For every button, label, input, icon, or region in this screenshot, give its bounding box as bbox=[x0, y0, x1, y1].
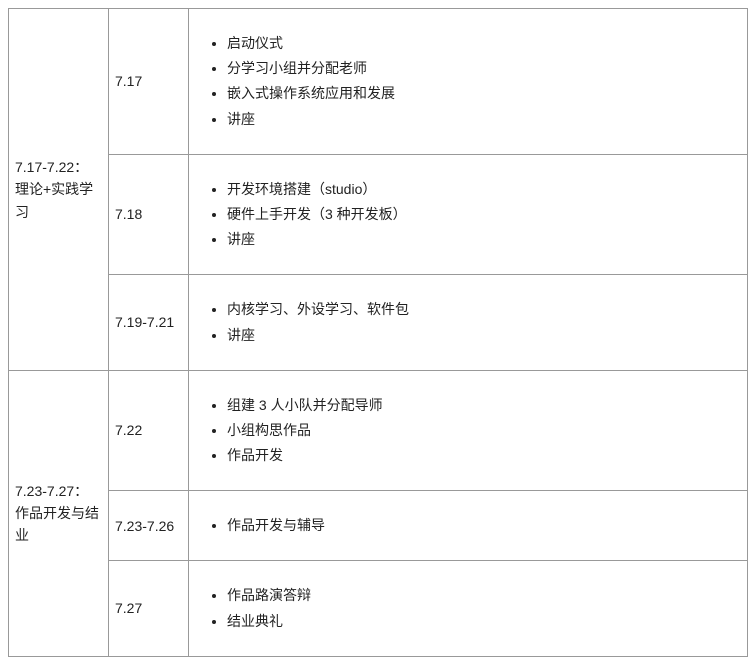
date-cell: 7.22 bbox=[109, 370, 189, 491]
content-cell: 内核学习、外设学习、软件包 讲座 bbox=[189, 275, 748, 370]
table-row: 7.17-7.22： 理论+实践学习 7.17 启动仪式 分学习小组并分配老师 … bbox=[9, 9, 748, 155]
content-cell: 开发环境搭建（studio） 硬件上手开发（3 种开发板） 讲座 bbox=[189, 154, 748, 275]
list-item: 作品路演答辩 bbox=[227, 583, 731, 608]
content-list: 组建 3 人小队并分配导师 小组构思作品 作品开发 bbox=[197, 393, 731, 469]
phase-title: 理论+实践学习 bbox=[15, 181, 93, 219]
table-row: 7.19-7.21 内核学习、外设学习、软件包 讲座 bbox=[9, 275, 748, 370]
list-item: 结业典礼 bbox=[227, 609, 731, 634]
table-body: 7.17-7.22： 理论+实践学习 7.17 启动仪式 分学习小组并分配老师 … bbox=[9, 9, 748, 657]
content-cell: 组建 3 人小队并分配导师 小组构思作品 作品开发 bbox=[189, 370, 748, 491]
list-item: 硬件上手开发（3 种开发板） bbox=[227, 202, 731, 227]
phase-cell: 7.17-7.22： 理论+实践学习 bbox=[9, 9, 109, 371]
date-cell: 7.17 bbox=[109, 9, 189, 155]
content-list: 作品路演答辩 结业典礼 bbox=[197, 583, 731, 633]
schedule-table: 7.17-7.22： 理论+实践学习 7.17 启动仪式 分学习小组并分配老师 … bbox=[8, 8, 748, 657]
list-item: 启动仪式 bbox=[227, 31, 731, 56]
table-row: 7.23-7.26 作品开发与辅导 bbox=[9, 491, 748, 561]
list-item: 组建 3 人小队并分配导师 bbox=[227, 393, 731, 418]
table-row: 7.18 开发环境搭建（studio） 硬件上手开发（3 种开发板） 讲座 bbox=[9, 154, 748, 275]
content-list: 作品开发与辅导 bbox=[197, 513, 731, 538]
content-cell: 作品路演答辩 结业典礼 bbox=[189, 561, 748, 656]
phase-cell: 7.23-7.27： 作品开发与结业 bbox=[9, 370, 109, 656]
table-row: 7.23-7.27： 作品开发与结业 7.22 组建 3 人小队并分配导师 小组… bbox=[9, 370, 748, 491]
phase-title: 作品开发与结业 bbox=[15, 505, 99, 543]
list-item: 讲座 bbox=[227, 323, 731, 348]
list-item: 小组构思作品 bbox=[227, 418, 731, 443]
content-list: 内核学习、外设学习、软件包 讲座 bbox=[197, 297, 731, 347]
table-row: 7.27 作品路演答辩 结业典礼 bbox=[9, 561, 748, 656]
date-cell: 7.19-7.21 bbox=[109, 275, 189, 370]
content-cell: 作品开发与辅导 bbox=[189, 491, 748, 561]
content-list: 启动仪式 分学习小组并分配老师 嵌入式操作系统应用和发展 讲座 bbox=[197, 31, 731, 132]
content-cell: 启动仪式 分学习小组并分配老师 嵌入式操作系统应用和发展 讲座 bbox=[189, 9, 748, 155]
list-item: 讲座 bbox=[227, 227, 731, 252]
date-cell: 7.27 bbox=[109, 561, 189, 656]
list-item: 分学习小组并分配老师 bbox=[227, 56, 731, 81]
list-item: 作品开发 bbox=[227, 443, 731, 468]
date-cell: 7.23-7.26 bbox=[109, 491, 189, 561]
date-cell: 7.18 bbox=[109, 154, 189, 275]
list-item: 作品开发与辅导 bbox=[227, 513, 731, 538]
list-item: 嵌入式操作系统应用和发展 bbox=[227, 81, 731, 106]
list-item: 开发环境搭建（studio） bbox=[227, 177, 731, 202]
phase-date-range: 7.23-7.27： bbox=[15, 483, 88, 499]
phase-date-range: 7.17-7.22： bbox=[15, 159, 88, 175]
content-list: 开发环境搭建（studio） 硬件上手开发（3 种开发板） 讲座 bbox=[197, 177, 731, 253]
list-item: 内核学习、外设学习、软件包 bbox=[227, 297, 731, 322]
list-item: 讲座 bbox=[227, 107, 731, 132]
